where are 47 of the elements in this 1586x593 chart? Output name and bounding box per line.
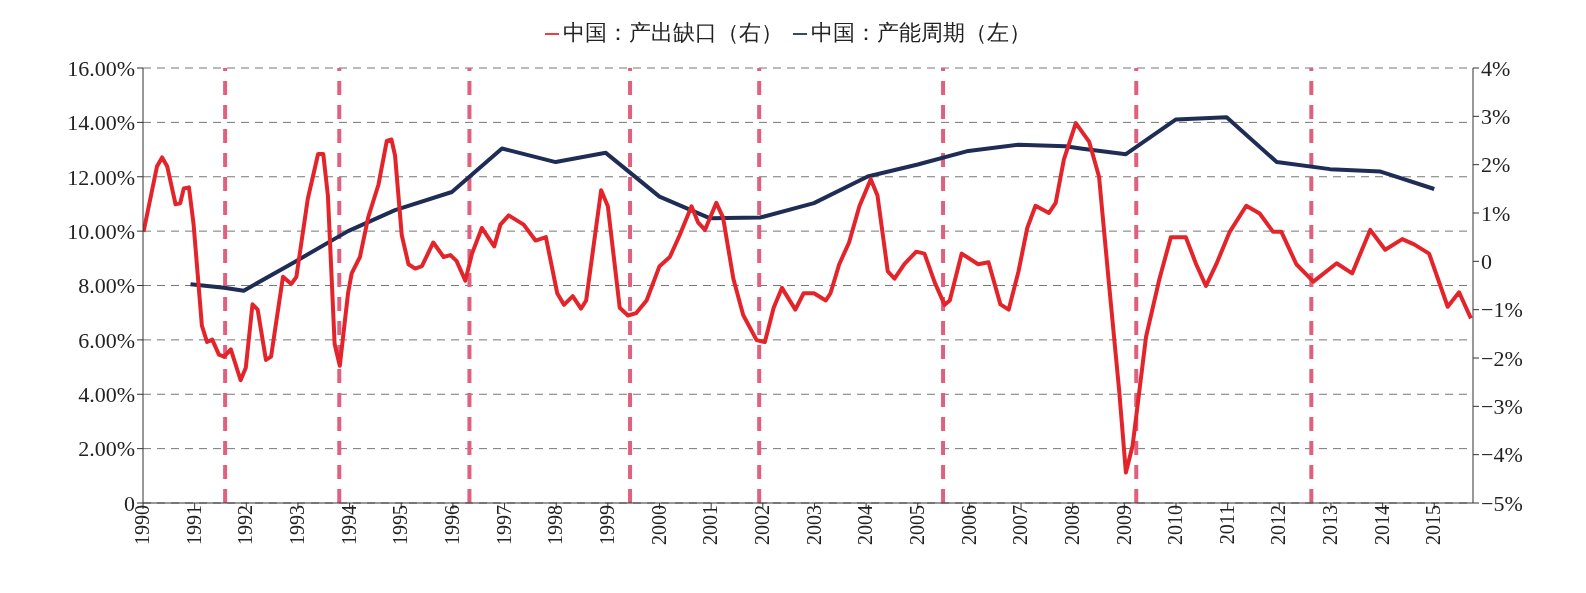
- y-tick-label: 10.00%: [67, 218, 135, 244]
- y-tick-label: 16.00%: [67, 55, 135, 81]
- y-tick-label: 14.00%: [67, 110, 135, 136]
- y-tick-label: 4.00%: [78, 382, 135, 408]
- legend-label: 中国：产能周期（左）: [811, 20, 1031, 45]
- y2-tick-label: 4%: [1481, 55, 1511, 81]
- y-tick-label: 6.00%: [78, 327, 135, 353]
- x-tick-label: 1995: [389, 505, 412, 545]
- y2-tick-label: 1%: [1481, 200, 1511, 226]
- y-tick-label: 2.00%: [78, 436, 135, 462]
- y-tick-label: 12.00%: [67, 164, 135, 190]
- x-tick-label: 1996: [441, 505, 464, 545]
- y2-tick-label: −1%: [1481, 297, 1523, 323]
- legend-label: 中国：产出缺口（右）: [563, 20, 783, 45]
- x-tick-label: 2008: [1060, 505, 1083, 545]
- x-tick-label: 2013: [1319, 505, 1342, 545]
- line-series: [143, 121, 1473, 475]
- y2-tick-label: 0: [1481, 249, 1492, 275]
- x-tick-label: 2004: [854, 505, 877, 545]
- x-tick-label: 2005: [905, 505, 928, 545]
- x-tick-label: 1991: [182, 505, 205, 545]
- x-tick-label: 1992: [234, 505, 257, 545]
- x-tick-label: 2006: [957, 505, 980, 545]
- y2-tick-label: −4%: [1481, 442, 1523, 468]
- x-tick-label: 2014: [1370, 505, 1393, 545]
- x-tick-label: 2002: [751, 505, 774, 545]
- x-tick-label: 1993: [286, 505, 309, 545]
- x-tick-label: 2001: [699, 505, 722, 545]
- x-tick-label: 1994: [337, 505, 360, 545]
- x-tick-label: 2007: [1009, 505, 1032, 545]
- x-tick-label: 2003: [802, 505, 825, 545]
- y2-tick-label: 2%: [1481, 152, 1511, 178]
- x-tick-label: 2009: [1112, 505, 1135, 545]
- y2-tick-label: −3%: [1481, 394, 1523, 420]
- x-tick-label: 1999: [596, 505, 619, 545]
- y2-tick-label: −2%: [1481, 345, 1523, 371]
- x-tick-label: 2010: [1164, 505, 1187, 545]
- x-tick-label: 2015: [1422, 505, 1445, 545]
- y2-tick-label: 3%: [1481, 104, 1511, 130]
- x-tick-label: 2012: [1267, 505, 1290, 545]
- x-tick-label: 2000: [647, 505, 670, 545]
- line-series: [188, 115, 1437, 293]
- x-tick-label: 1997: [492, 505, 515, 545]
- x-tick-label: 2011: [1215, 505, 1238, 545]
- y-tick-label: 8.00%: [78, 273, 135, 299]
- x-tick-label: 1998: [544, 505, 567, 545]
- y2-tick-label: −5%: [1481, 490, 1523, 516]
